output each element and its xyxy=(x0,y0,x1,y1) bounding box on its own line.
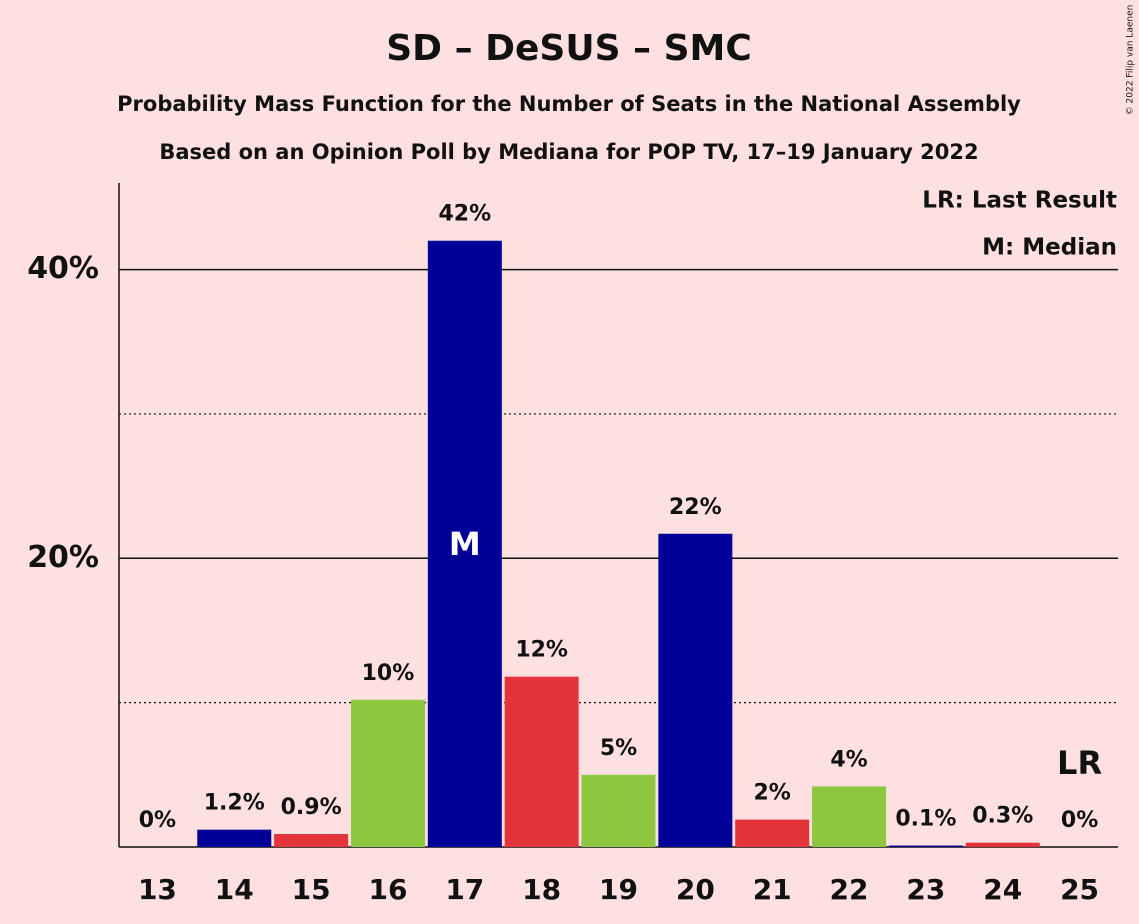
x-tick-label: 24 xyxy=(983,873,1022,906)
bar xyxy=(965,842,1040,847)
legend-entry: LR: Last Result xyxy=(922,188,1117,214)
x-tick-label: 18 xyxy=(522,873,561,906)
value-label: 22% xyxy=(669,495,722,520)
x-tick-label: 21 xyxy=(753,873,792,906)
bar xyxy=(812,786,887,847)
x-tick-label: 17 xyxy=(445,873,484,906)
copyright: © 2022 Filip van Laenen xyxy=(1126,5,1136,116)
x-tick-label: 23 xyxy=(906,873,945,906)
value-label: 0.1% xyxy=(895,807,956,832)
x-tick-label: 20 xyxy=(676,873,715,906)
bar xyxy=(735,819,810,847)
value-label: 10% xyxy=(362,661,415,686)
x-tick-label: 16 xyxy=(368,873,407,906)
value-label: 0% xyxy=(1061,808,1098,833)
bar xyxy=(888,845,963,847)
value-label: 2% xyxy=(754,781,791,806)
x-tick-label: 25 xyxy=(1060,873,1099,906)
value-label: 1.2% xyxy=(204,791,265,816)
bar xyxy=(581,774,656,847)
value-label: 42% xyxy=(438,202,491,227)
bar xyxy=(350,699,425,847)
median-marker: M xyxy=(449,525,481,563)
last-result-marker: LR xyxy=(1057,744,1102,782)
x-tick-label: 22 xyxy=(830,873,869,906)
legend-entry: M: Median xyxy=(982,235,1117,261)
x-tick-label: 13 xyxy=(138,873,177,906)
value-label: 0% xyxy=(139,808,176,833)
value-label: 12% xyxy=(515,638,568,663)
bar xyxy=(197,829,272,847)
value-label: 0.9% xyxy=(281,795,342,820)
value-label: 4% xyxy=(830,747,867,772)
chart-subtitle: Based on an Opinion Poll by Mediana for … xyxy=(159,140,978,164)
bar xyxy=(504,676,579,847)
x-tick-label: 15 xyxy=(292,873,331,906)
value-label: 5% xyxy=(600,736,637,761)
value-label: 0.3% xyxy=(972,804,1033,829)
x-tick-label: 19 xyxy=(599,873,638,906)
bar xyxy=(658,533,733,847)
y-tick-label: 40% xyxy=(27,251,99,286)
x-tick-label: 14 xyxy=(215,873,254,906)
bar xyxy=(427,240,502,847)
chart-subtitle: Probability Mass Function for the Number… xyxy=(117,92,1021,116)
bar xyxy=(274,834,349,847)
y-tick-label: 20% xyxy=(27,540,99,575)
chart-title: SD – DeSUS – SMC xyxy=(386,28,752,69)
